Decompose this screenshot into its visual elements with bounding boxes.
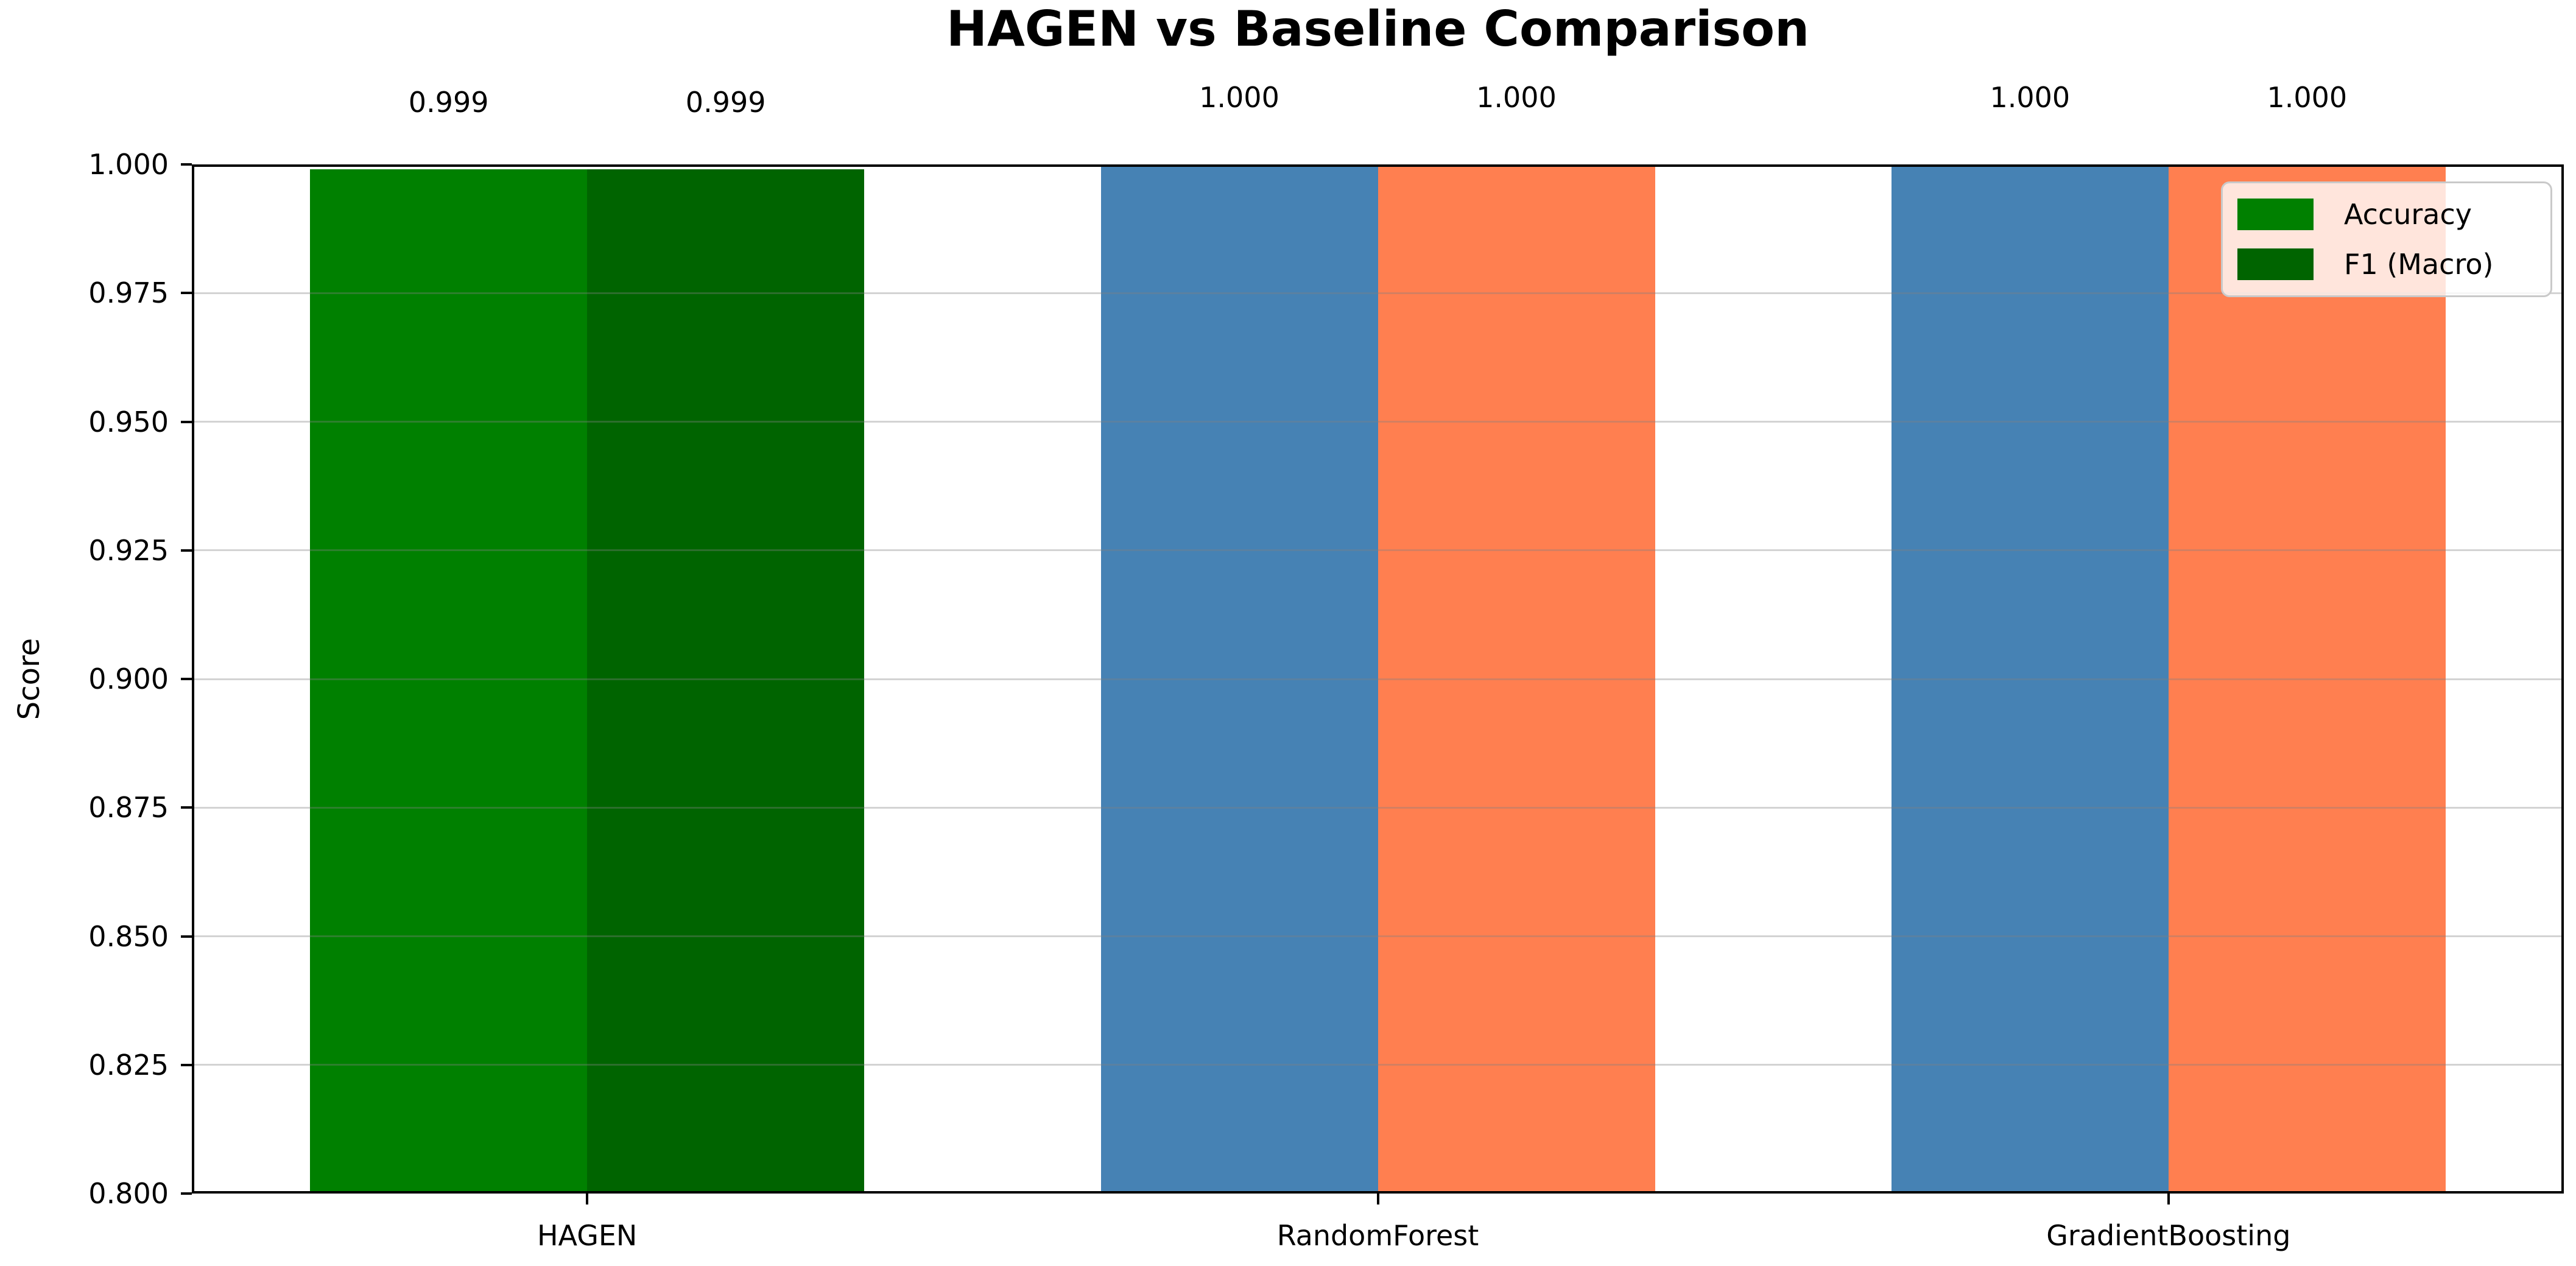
chart-title: HAGEN vs Baseline Comparison — [946, 1, 1810, 57]
y-tick — [181, 935, 192, 938]
gridline — [192, 1064, 2564, 1066]
y-tick-label: 0.850 — [88, 920, 169, 953]
y-tick-label: 0.875 — [88, 791, 169, 825]
y-tick — [181, 678, 192, 680]
y-tick — [181, 292, 192, 295]
legend-swatch-accuracy-icon — [2237, 199, 2314, 230]
bar-value-label: 1.000 — [1990, 81, 2071, 114]
y-tick — [181, 806, 192, 809]
bar-value-label: 0.999 — [685, 86, 766, 119]
y-tick-label: 0.825 — [88, 1048, 169, 1081]
y-tick-label: 0.950 — [88, 405, 169, 438]
bar-gradientboosting-f1-macro — [2168, 164, 2446, 1194]
y-tick-label: 0.800 — [88, 1177, 169, 1210]
y-tick — [181, 549, 192, 552]
legend-label-f1-macro: F1 (Macro) — [2344, 248, 2494, 281]
y-tick — [181, 1192, 192, 1195]
bar-randomforest-accuracy — [1100, 164, 1378, 1194]
x-tick-label: GradientBoosting — [2046, 1219, 2291, 1252]
bar-value-label: 0.999 — [408, 86, 489, 119]
legend-swatch-f1-macro-icon — [2237, 248, 2314, 280]
legend-item-f1-macro: F1 (Macro) — [2237, 248, 2550, 281]
x-tick-label: HAGEN — [537, 1219, 638, 1252]
gridline — [192, 549, 2564, 552]
x-tick — [2167, 1194, 2170, 1204]
y-tick-label: 1.000 — [88, 148, 169, 181]
gridline — [192, 935, 2564, 937]
legend-item-accuracy: Accuracy — [2237, 198, 2550, 231]
bar-value-label: 1.000 — [2267, 81, 2348, 114]
gridline — [192, 292, 2564, 294]
y-tick-label: 0.925 — [88, 533, 169, 567]
x-tick-label: RandomForest — [1276, 1219, 1479, 1252]
bar-randomforest-f1-macro — [1378, 164, 1655, 1194]
y-tick-label: 0.975 — [88, 276, 169, 310]
y-tick-label: 0.900 — [88, 663, 169, 695]
bar-value-label: 1.000 — [1199, 81, 1279, 114]
bar-hagen-f1-macro — [587, 169, 865, 1194]
bar-gradientboosting-accuracy — [1891, 164, 2169, 1194]
gridline — [192, 806, 2564, 809]
y-tick — [181, 420, 192, 423]
legend: Accuracy F1 (Macro) — [2221, 181, 2552, 297]
x-tick — [586, 1194, 589, 1204]
y-tick — [181, 1063, 192, 1066]
y-tick — [181, 163, 192, 166]
gridline — [192, 678, 2564, 680]
legend-label-accuracy: Accuracy — [2344, 198, 2472, 231]
bar-hagen-accuracy — [310, 169, 588, 1194]
x-tick — [1376, 1194, 1379, 1204]
bar-value-label: 1.000 — [1476, 81, 1557, 114]
gridline — [192, 421, 2564, 423]
